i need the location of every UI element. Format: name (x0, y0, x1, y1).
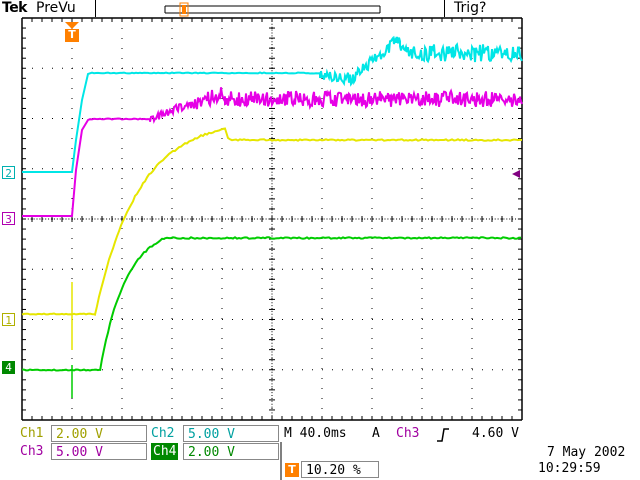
ch2-ground-marker[interactable]: 2 (2, 166, 15, 179)
trigger-source[interactable]: Ch3 (396, 425, 419, 442)
timebase[interactable]: M 40.0ms (284, 425, 347, 442)
ch1-ground-marker[interactable]: 1 (2, 313, 15, 326)
trigger-level-arrow-icon[interactable] (512, 170, 520, 178)
ch2-scale[interactable]: 5.00 V (183, 425, 279, 442)
ch3-scale[interactable]: 5.00 V (51, 443, 147, 460)
time: 10:29:59 (538, 461, 601, 476)
ch1-scale[interactable]: 2.00 V (51, 425, 147, 442)
trigger-position-icon: T (285, 463, 299, 477)
ch1-label: Ch1 (20, 425, 43, 442)
ch2-label: Ch2 (151, 425, 174, 442)
rising-edge-icon (436, 427, 450, 441)
date: 7 May 2002 (547, 445, 625, 460)
trigger-level[interactable]: 4.60 V (472, 425, 519, 442)
ch4-ground-marker[interactable]: 4 (2, 361, 15, 374)
graticule (22, 18, 522, 420)
record-view-bar (165, 3, 380, 16)
trigger-position[interactable]: 10.20 % (301, 461, 379, 478)
ch4-scale[interactable]: 2.00 V (183, 443, 279, 460)
trigger-marker-label: T (65, 28, 79, 41)
ch4-label: Ch4 (151, 443, 178, 460)
ch3-label: Ch3 (20, 443, 43, 460)
ch3-ground-marker[interactable]: 3 (2, 212, 15, 225)
trigger-mode: A (372, 425, 380, 442)
